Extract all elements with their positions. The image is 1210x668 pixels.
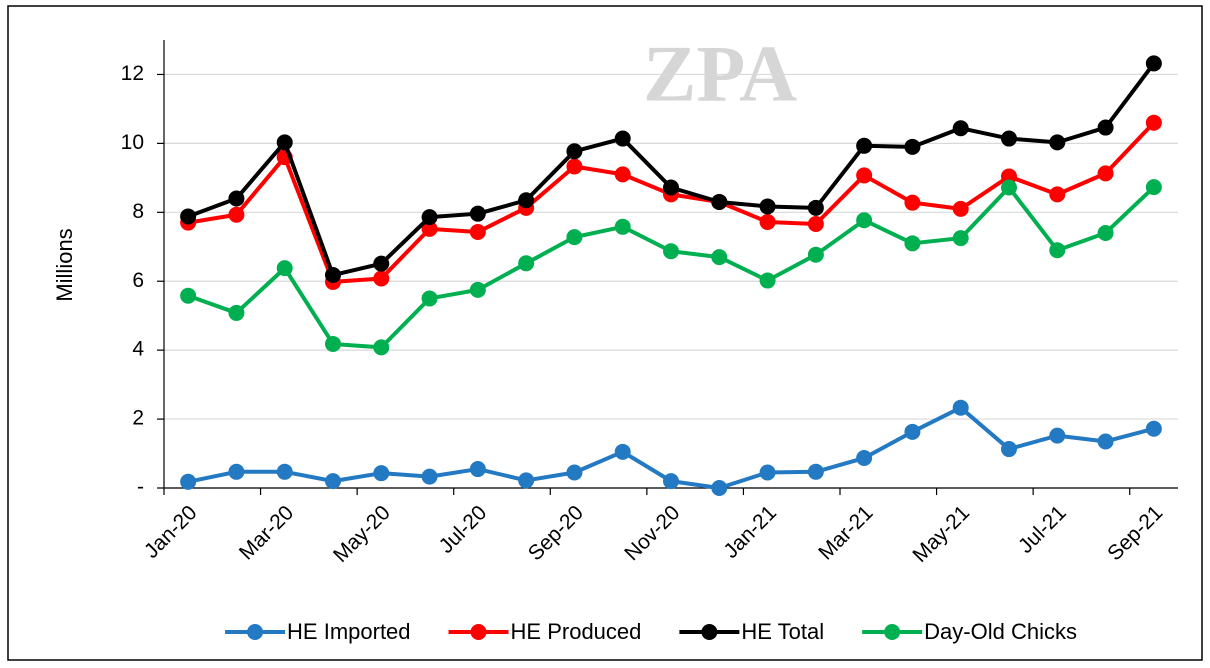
data-point xyxy=(276,463,293,480)
data-point xyxy=(228,463,245,480)
data-point xyxy=(566,464,583,481)
data-point xyxy=(566,143,583,160)
data-point xyxy=(711,193,728,210)
data-point xyxy=(373,270,390,287)
data-point xyxy=(711,249,728,266)
data-point xyxy=(373,339,390,356)
data-point xyxy=(759,272,776,289)
legend-marker xyxy=(247,624,264,640)
data-point xyxy=(566,158,583,175)
data-point xyxy=(518,255,535,272)
legend-marker xyxy=(470,624,487,640)
data-point xyxy=(1097,224,1114,241)
data-point xyxy=(856,450,873,467)
data-point xyxy=(1145,55,1162,72)
legend-label: HE Produced xyxy=(511,619,642,644)
data-point xyxy=(614,443,631,460)
y-tick-label: 6 xyxy=(132,269,144,292)
data-point xyxy=(1145,420,1162,437)
data-point xyxy=(1097,165,1114,182)
data-point xyxy=(325,473,341,490)
data-point xyxy=(904,194,921,211)
data-point xyxy=(373,465,390,482)
data-point xyxy=(807,463,824,480)
data-point xyxy=(518,472,535,489)
data-point xyxy=(180,473,197,490)
data-point xyxy=(1049,242,1066,259)
data-point xyxy=(469,223,486,240)
data-point xyxy=(1049,427,1066,444)
data-point xyxy=(228,190,245,207)
data-point xyxy=(1097,119,1114,136)
data-point xyxy=(807,199,824,216)
data-point xyxy=(1145,179,1162,196)
data-point xyxy=(469,205,486,222)
legend: HE Imported HE Produced HE Total Day-Old Ch… xyxy=(225,619,1077,644)
data-point xyxy=(856,137,873,154)
data-point xyxy=(421,290,438,307)
data-point xyxy=(228,304,245,321)
data-point xyxy=(373,255,390,272)
y-tick-label: 8 xyxy=(132,200,144,223)
data-point xyxy=(180,287,197,304)
data-point xyxy=(952,399,969,416)
y-tick-label: 4 xyxy=(132,338,144,361)
data-point xyxy=(1049,134,1066,151)
data-point xyxy=(807,246,824,263)
data-point xyxy=(904,423,921,440)
y-tick-label: 10 xyxy=(121,131,144,154)
data-point xyxy=(228,206,245,223)
data-point xyxy=(1001,168,1017,185)
data-point xyxy=(566,229,583,246)
data-point xyxy=(663,243,679,260)
data-point xyxy=(952,230,969,247)
data-point xyxy=(421,468,438,485)
data-point xyxy=(904,138,921,155)
data-point xyxy=(904,235,921,252)
data-point xyxy=(1145,114,1162,131)
chart-frame xyxy=(7,5,1203,661)
data-point xyxy=(663,473,679,490)
data-point xyxy=(614,130,631,147)
data-point xyxy=(325,335,341,352)
data-point xyxy=(856,212,873,229)
legend-marker xyxy=(884,624,901,640)
data-point xyxy=(421,220,438,237)
data-point xyxy=(469,281,486,298)
data-point xyxy=(1001,130,1017,147)
data-point xyxy=(952,200,969,217)
data-point xyxy=(663,179,679,196)
data-point xyxy=(421,209,438,226)
data-point xyxy=(952,120,969,137)
legend-marker xyxy=(701,624,718,640)
data-point xyxy=(276,134,293,151)
data-point xyxy=(759,198,776,215)
data-point xyxy=(614,218,631,235)
data-point xyxy=(1097,433,1114,450)
data-point xyxy=(518,192,535,209)
data-point xyxy=(807,216,824,233)
data-point xyxy=(614,166,631,183)
y-tick-label: - xyxy=(137,476,144,499)
data-point xyxy=(856,167,873,184)
y-tick-label: 2 xyxy=(132,407,144,430)
y-tick-label: 12 xyxy=(121,62,144,85)
data-point xyxy=(759,213,776,230)
data-point xyxy=(469,461,486,478)
data-point xyxy=(180,208,197,225)
data-point xyxy=(1001,179,1017,196)
data-point xyxy=(711,480,728,496)
data-point xyxy=(325,267,341,284)
data-point xyxy=(276,260,293,277)
legend-label: HE Total xyxy=(741,619,824,644)
data-point xyxy=(1001,441,1017,458)
data-point xyxy=(759,464,776,481)
legend-label: HE Imported xyxy=(287,619,411,644)
legend-label: Day-Old Chicks xyxy=(924,619,1077,644)
y-axis-label: Millions xyxy=(52,228,77,301)
data-point xyxy=(1049,186,1066,203)
